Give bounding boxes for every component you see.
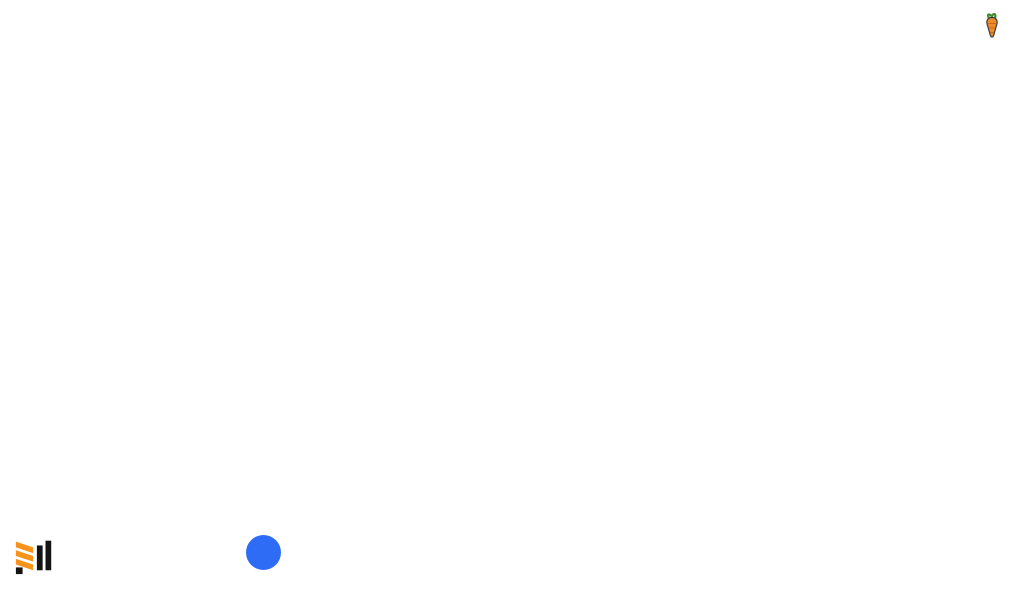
bitcoin-magazine-logo [14,533,61,582]
btc-direct-logo [246,535,288,570]
carrot-icon [982,12,1002,45]
plot-area [0,0,1024,505]
btc-direct-icon [246,535,281,570]
bitcoin-magazine-icon [14,533,56,582]
author-handle [982,12,1008,45]
